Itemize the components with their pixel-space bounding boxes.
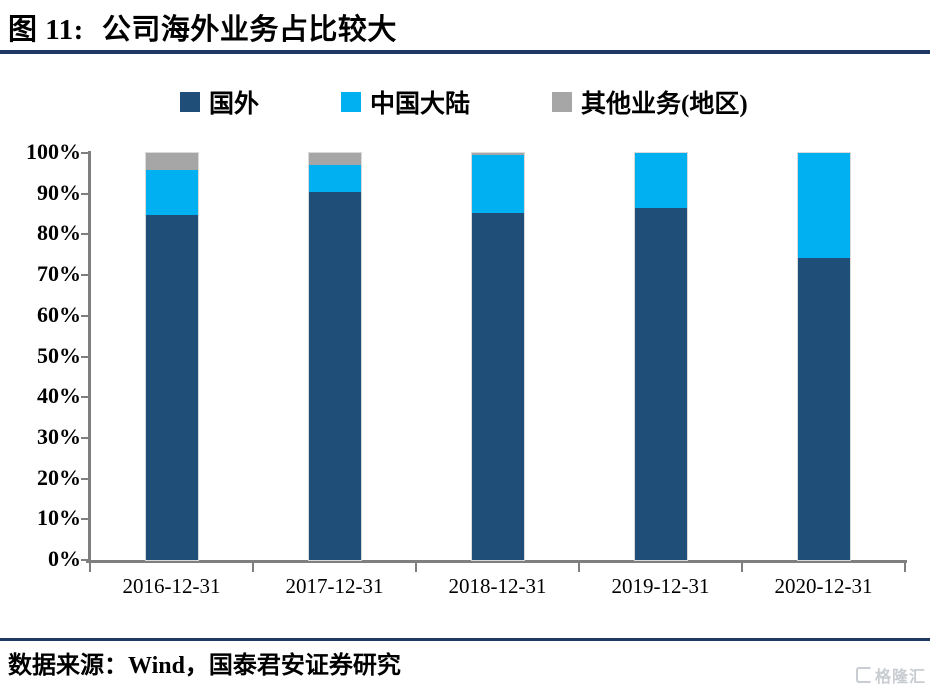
x-axis-line xyxy=(86,560,907,563)
x-axis-category-label: 2020-12-31 xyxy=(774,574,873,598)
gelonghui-logo-icon xyxy=(855,667,872,683)
legend-item-2: 其他业务(地区) xyxy=(552,84,748,120)
bar-2016-12-31 xyxy=(144,152,199,561)
segment-其他业务(地区)-2018-12-31 xyxy=(471,153,524,156)
segment-其他业务(地区)-2016-12-31 xyxy=(145,153,198,171)
figure-title: 图 11: 公司海外业务占比较大 xyxy=(8,6,397,48)
figure-number: 图 11: xyxy=(8,14,84,46)
y-axis-tick-label: 60% xyxy=(37,301,81,327)
segment-中国大陆-2017-12-31 xyxy=(308,165,361,193)
y-axis-tick-label: 10% xyxy=(37,505,81,531)
y-tick-mark xyxy=(81,274,88,277)
title-divider xyxy=(0,50,930,54)
legend-swatch-icon xyxy=(341,92,362,112)
y-tick-mark xyxy=(81,396,88,399)
x-axis-category-label: 2018-12-31 xyxy=(448,574,547,598)
legend-swatch-icon xyxy=(552,92,573,112)
bar-2017-12-31 xyxy=(307,152,362,561)
legend-label: 国外 xyxy=(209,91,260,118)
segment-国外-2020-12-31 xyxy=(797,258,850,560)
segment-中国大陆-2019-12-31 xyxy=(634,153,687,208)
y-axis-tick-label: 70% xyxy=(37,261,81,287)
x-tick-mark xyxy=(904,563,906,572)
segment-中国大陆-2020-12-31 xyxy=(797,153,850,258)
y-axis-tick-label: 0% xyxy=(48,546,81,571)
y-axis-line xyxy=(88,151,91,562)
segment-其他业务(地区)-2017-12-31 xyxy=(308,153,361,166)
y-axis-tick-label: 50% xyxy=(37,342,81,368)
y-axis-tick-label: 30% xyxy=(37,423,81,449)
y-axis-tick-label: 40% xyxy=(37,383,81,409)
segment-中国大陆-2018-12-31 xyxy=(471,155,524,214)
y-tick-mark xyxy=(81,233,88,236)
segment-中国大陆-2016-12-31 xyxy=(145,170,198,216)
y-tick-mark xyxy=(81,477,88,480)
data-source-text: 数据来源：Wind，国泰君安证券研究 xyxy=(8,653,401,679)
y-tick-mark xyxy=(81,192,88,195)
legend-swatch-icon xyxy=(180,92,200,112)
segment-国外-2016-12-31 xyxy=(145,215,198,560)
legend-item-0: 国外 xyxy=(180,84,259,120)
y-tick-mark xyxy=(81,355,88,358)
y-tick-mark xyxy=(81,559,88,561)
legend-label: 中国大陆 xyxy=(370,91,471,118)
x-tick-mark xyxy=(252,563,254,572)
legend-item-1: 中国大陆 xyxy=(341,84,470,120)
watermark: 格隆汇 xyxy=(855,663,926,687)
segment-国外-2017-12-31 xyxy=(308,192,361,560)
x-tick-mark xyxy=(741,563,743,572)
x-tick-mark xyxy=(578,563,580,572)
x-axis-category-label: 2016-12-31 xyxy=(122,574,221,598)
x-axis-category-label: 2017-12-31 xyxy=(285,574,384,598)
y-tick-mark xyxy=(81,314,88,317)
segment-国外-2018-12-31 xyxy=(471,213,524,560)
figure-title-text: 公司海外业务占比较大 xyxy=(101,14,397,46)
y-axis-tick-label: 80% xyxy=(37,220,81,246)
y-axis-tick-label: 20% xyxy=(37,464,81,490)
legend: 国外 中国大陆 其他业务(地区) xyxy=(180,84,748,120)
x-tick-mark xyxy=(415,563,417,572)
bar-2019-12-31 xyxy=(633,152,688,561)
x-tick-mark xyxy=(89,563,91,572)
bar-2020-12-31 xyxy=(796,152,851,561)
y-tick-mark xyxy=(81,436,88,439)
y-axis-tick-label: 90% xyxy=(37,179,81,205)
y-tick-mark xyxy=(81,152,88,154)
watermark-text: 格隆汇 xyxy=(874,669,926,686)
legend-label: 其他业务(地区) xyxy=(581,91,748,118)
bar-2018-12-31 xyxy=(470,152,525,561)
segment-国外-2019-12-31 xyxy=(634,207,687,560)
y-tick-mark xyxy=(81,518,88,521)
footer-divider xyxy=(0,638,930,641)
y-axis-tick-label: 100% xyxy=(26,139,81,164)
x-axis-category-label: 2019-12-31 xyxy=(611,574,710,598)
